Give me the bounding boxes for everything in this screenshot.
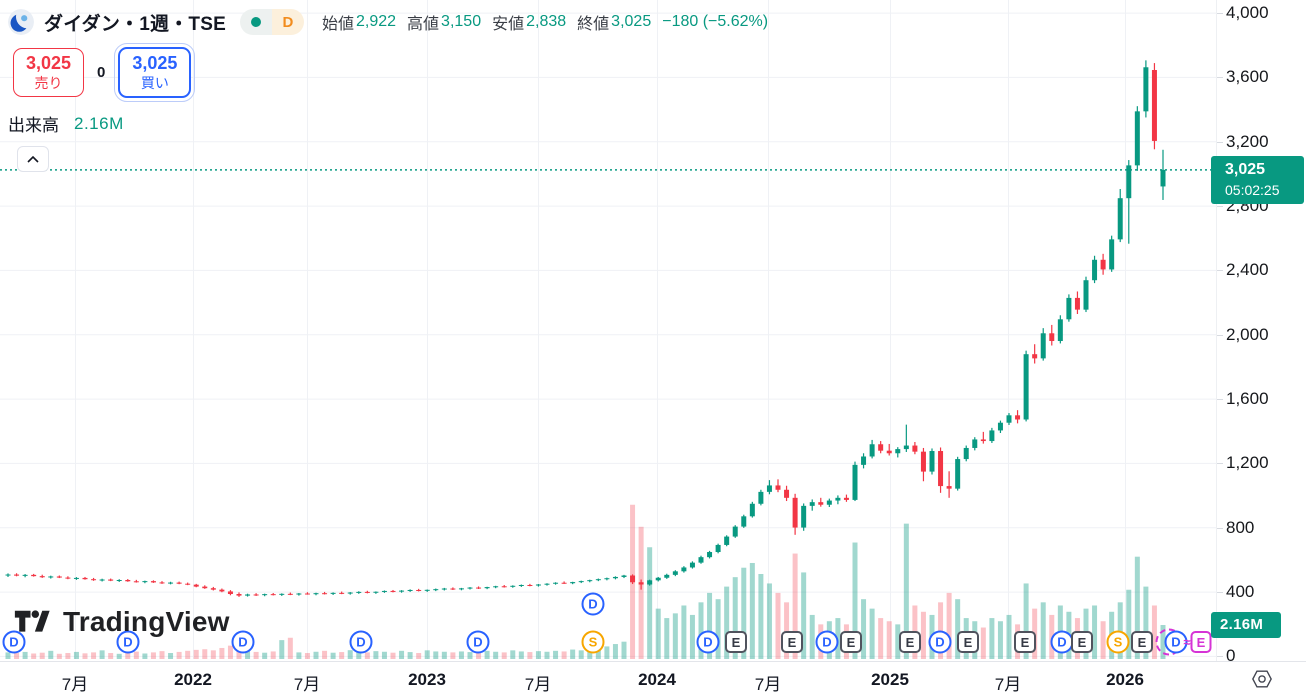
event-split-approx-icon: ≈ [1183,634,1191,650]
split-event-badge[interactable]: S [581,630,605,654]
sell-label: 売り [34,74,63,91]
time-tick-year: 2024 [638,670,676,689]
dividend-event-badge[interactable]: D [1164,630,1188,654]
bar-countdown: 05:02:25 [1225,181,1280,198]
close-label: 終値 [577,16,610,33]
time-tick-month: 7月 [994,675,1022,694]
high-value: 3,150 [441,13,482,30]
open-value: 2,922 [355,13,397,30]
price-tick-label: 2,000 [1226,324,1269,344]
market-status-pill[interactable]: D [239,9,304,35]
price-tick-mark [1217,13,1223,15]
volume-legend-value: 2.16M [74,113,124,133]
volume-legend-label: 出来高 [8,116,59,135]
delayed-data-badge: D [271,9,304,35]
price-tick-label: 800 [1226,517,1255,537]
open-label: 始値 [321,16,354,33]
earnings-event-badge[interactable]: E [840,631,862,653]
volume-legend: 出来高 2.16M [8,111,124,136]
earnings-event-badge[interactable]: E [1014,631,1036,653]
time-tick-month: 7月 [524,675,552,694]
tradingview-watermark[interactable]: TradingView [14,606,230,638]
price-tick-mark [1217,399,1223,401]
dividend-event-badge[interactable]: D [581,592,605,616]
market-open-dot-icon [250,17,261,27]
price-tick-label: 1,200 [1226,453,1269,473]
last-volume-label: 2.16M [1211,612,1281,638]
low-value: 2,838 [526,13,567,30]
tradingview-logo-icon [14,610,50,632]
price-tick-mark [1217,656,1223,658]
price-tick-mark [1217,141,1223,143]
symbol-logo-icon [8,9,34,35]
price-axis[interactable]: 4,000 3,600 3,200 2,800 2,400 2,000 1,600 1,200… [1216,0,1306,665]
symbol-legend: ダイダン・1週・TSE D 始値 2,922 高値 3,150 安値 2,838 終値… [8,8,768,36]
earnings-event-badge[interactable]: E [781,631,803,653]
price-tick-label: 0 [1226,646,1236,666]
earnings-event-badge[interactable]: E [1071,631,1093,653]
dividend-event-badge[interactable]: D [116,630,140,654]
earnings-event-badge[interactable]: E [957,631,979,653]
dividend-event-badge[interactable]: D [815,630,839,654]
axis-settings-button[interactable] [1246,666,1278,692]
earnings-event-badge[interactable]: E [1190,631,1212,653]
time-axis[interactable]: 7月 2022 7月 2023 7月 2024 7月 2025 7月 2026 [0,661,1306,694]
trade-widget: 3,025 売り 0 3,025 買い [13,42,196,103]
time-tick-month: 7月 [754,675,782,694]
price-tick-mark [1217,77,1223,79]
chevron-up-icon [27,155,39,163]
price-tick-label: 3,600 [1226,67,1269,87]
dividend-event-badge[interactable]: D [696,630,720,654]
dividend-event-badge[interactable]: D [2,630,26,654]
time-tick-year: 2023 [408,670,446,689]
time-tick-month: 7月 [61,675,89,694]
ohlc-values: 始値 2,922 高値 3,150 安値 2,838 終値 3,025 −180 (−5… [322,10,768,34]
last-price-label: 3,025 05:02:25 [1211,156,1304,204]
price-tick-mark [1217,527,1223,529]
earnings-event-badge[interactable]: E [1131,631,1153,653]
sell-button[interactable]: 3,025 売り [13,48,85,98]
price-tick-label: 400 [1226,582,1255,602]
spread-value: 0 [97,64,106,82]
collapse-legend-button[interactable] [17,146,49,172]
dividend-event-badge[interactable]: D [928,630,952,654]
price-tick-label: 2,400 [1226,260,1269,280]
watermark-text: TradingView [63,606,230,637]
price-tick-label: 4,000 [1226,3,1269,23]
time-tick-year: 2026 [1106,670,1144,689]
candlestick-chart[interactable] [0,0,1216,661]
time-tick-year: 2025 [871,670,909,689]
low-label: 安値 [492,16,525,33]
buy-label: 買い [140,74,169,91]
change-value: −180 (−5.62%) [662,13,769,30]
dividend-event-badge[interactable]: D [466,630,490,654]
buy-button[interactable]: 3,025 買い [114,42,196,103]
time-tick-month: 7月 [293,675,321,694]
last-price-value: 3,025 [1225,161,1266,178]
earnings-event-badge[interactable]: E [899,631,921,653]
high-label: 高値 [407,16,440,33]
price-tick-mark [1217,334,1223,336]
price-tick-mark [1217,206,1223,208]
dividend-event-badge[interactable]: D [231,630,255,654]
sell-price: 3,025 [26,53,72,73]
earnings-event-badge[interactable]: E [725,631,747,653]
price-tick-mark [1217,592,1223,594]
dividend-event-badge[interactable]: D [349,630,373,654]
close-value: 3,025 [611,13,652,30]
symbol-title[interactable]: ダイダン・1週・TSE [44,13,226,35]
time-tick-year: 2022 [174,670,212,689]
price-tick-label: 3,200 [1226,131,1269,151]
buy-price: 3,025 [132,53,178,73]
price-tick-mark [1217,270,1223,272]
price-tick-label: 1,600 [1226,389,1269,409]
price-tick-mark [1217,463,1223,465]
split-event-badge[interactable]: S [1106,630,1130,654]
hexagon-settings-icon [1252,670,1272,688]
